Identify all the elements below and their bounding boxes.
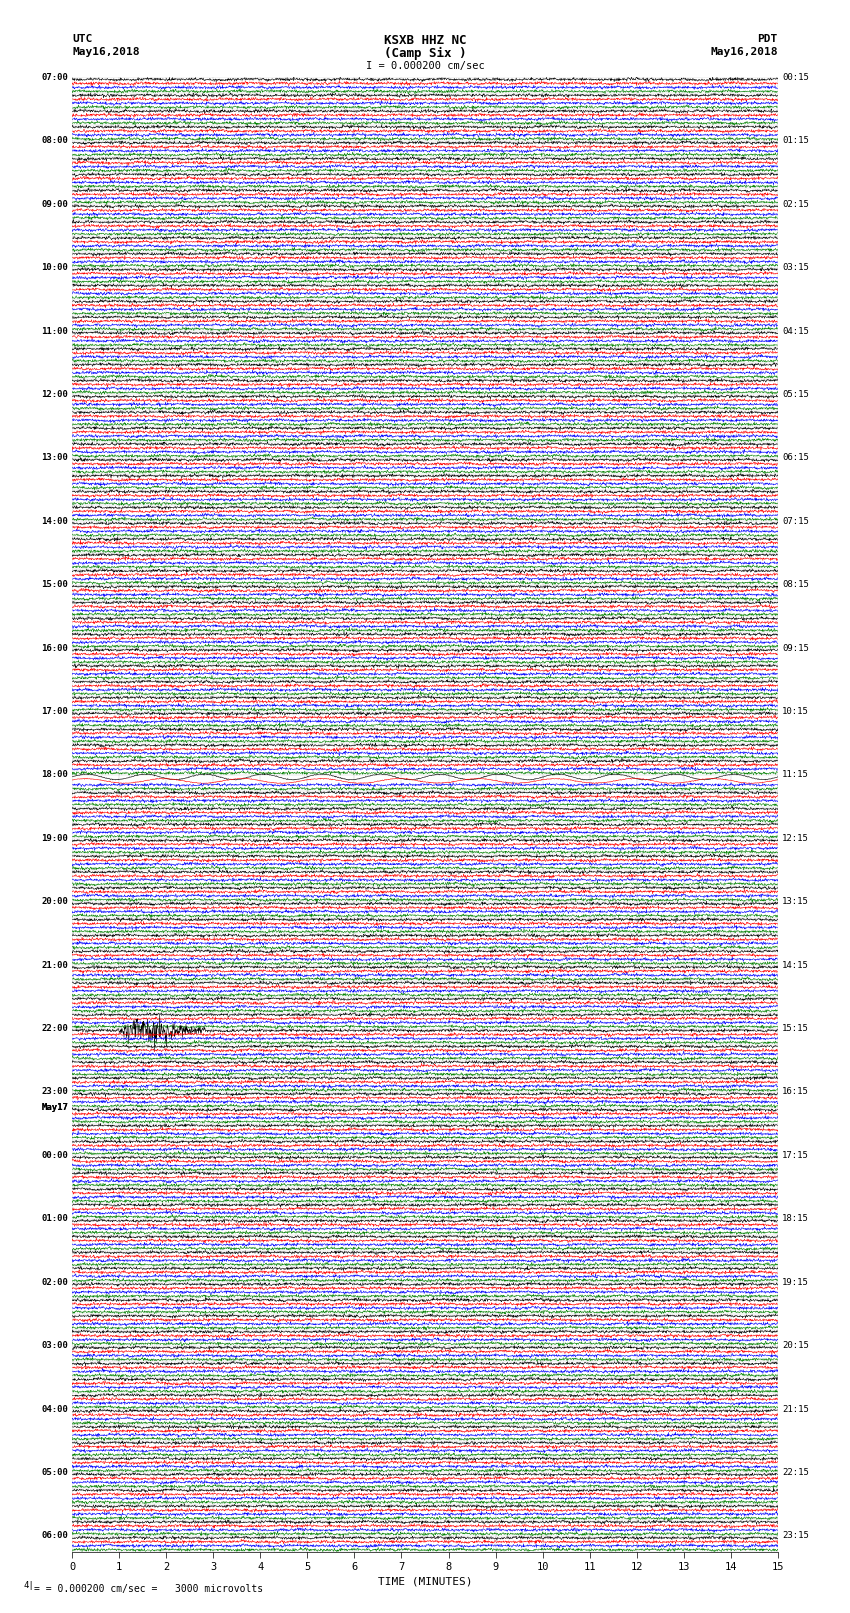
Text: 00:15: 00:15	[782, 73, 809, 82]
Text: UTC: UTC	[72, 34, 93, 44]
Text: 13:00: 13:00	[41, 453, 68, 463]
Text: 13:15: 13:15	[782, 897, 809, 907]
Text: 04:00: 04:00	[41, 1405, 68, 1413]
Text: 09:15: 09:15	[782, 644, 809, 653]
Text: 05:15: 05:15	[782, 390, 809, 398]
Text: 12:00: 12:00	[41, 390, 68, 398]
Text: May17: May17	[41, 1103, 68, 1113]
Text: I = 0.000200 cm/sec: I = 0.000200 cm/sec	[366, 61, 484, 71]
Text: 20:00: 20:00	[41, 897, 68, 907]
Text: 08:00: 08:00	[41, 137, 68, 145]
Text: 14:15: 14:15	[782, 961, 809, 969]
Text: 04:15: 04:15	[782, 326, 809, 336]
Text: 19:00: 19:00	[41, 834, 68, 844]
Text: 15:00: 15:00	[41, 581, 68, 589]
Text: 23:00: 23:00	[41, 1087, 68, 1097]
Text: 16:15: 16:15	[782, 1087, 809, 1097]
Text: 18:00: 18:00	[41, 771, 68, 779]
Text: May17: May17	[41, 1103, 68, 1113]
Text: 17:15: 17:15	[782, 1152, 809, 1160]
Text: 18:15: 18:15	[782, 1215, 809, 1223]
Text: 11:15: 11:15	[782, 771, 809, 779]
Text: 07:00: 07:00	[41, 73, 68, 82]
Text: May16,2018: May16,2018	[711, 47, 778, 56]
Text: 03:15: 03:15	[782, 263, 809, 273]
Text: 08:15: 08:15	[782, 581, 809, 589]
Text: KSXB HHZ NC: KSXB HHZ NC	[383, 34, 467, 47]
Text: 10:00: 10:00	[41, 263, 68, 273]
Text: 11:00: 11:00	[41, 326, 68, 336]
Text: 21:00: 21:00	[41, 961, 68, 969]
Text: 01:00: 01:00	[41, 1215, 68, 1223]
Text: (Camp Six ): (Camp Six )	[383, 47, 467, 60]
Text: May16,2018: May16,2018	[72, 47, 139, 56]
Text: 14:00: 14:00	[41, 516, 68, 526]
Text: 22:00: 22:00	[41, 1024, 68, 1032]
Text: 20:15: 20:15	[782, 1340, 809, 1350]
Text: 23:15: 23:15	[782, 1531, 809, 1540]
Text: 4|: 4|	[24, 1581, 35, 1590]
Text: 07:15: 07:15	[782, 516, 809, 526]
Text: 21:15: 21:15	[782, 1405, 809, 1413]
Text: 03:00: 03:00	[41, 1340, 68, 1350]
Text: 16:00: 16:00	[41, 644, 68, 653]
Text: 17:00: 17:00	[41, 706, 68, 716]
Text: 06:15: 06:15	[782, 453, 809, 463]
Text: 01:15: 01:15	[782, 137, 809, 145]
Text: 22:15: 22:15	[782, 1468, 809, 1478]
Text: PDT: PDT	[757, 34, 778, 44]
Text: 02:15: 02:15	[782, 200, 809, 208]
Text: = = 0.000200 cm/sec =   3000 microvolts: = = 0.000200 cm/sec = 3000 microvolts	[34, 1584, 264, 1594]
Text: 05:00: 05:00	[41, 1468, 68, 1478]
Text: 15:15: 15:15	[782, 1024, 809, 1032]
Text: 12:15: 12:15	[782, 834, 809, 844]
Text: 06:00: 06:00	[41, 1531, 68, 1540]
Text: 10:15: 10:15	[782, 706, 809, 716]
Text: 02:00: 02:00	[41, 1277, 68, 1287]
Text: 19:15: 19:15	[782, 1277, 809, 1287]
Text: 09:00: 09:00	[41, 200, 68, 208]
Text: 00:00: 00:00	[41, 1152, 68, 1160]
X-axis label: TIME (MINUTES): TIME (MINUTES)	[377, 1576, 473, 1586]
